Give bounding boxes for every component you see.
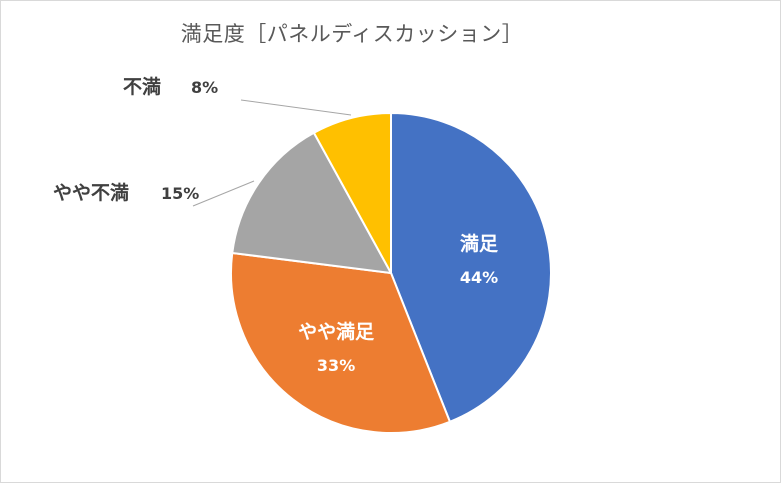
pie-slice-2 — [231, 131, 392, 274]
slice-value-1: 33% — [317, 356, 355, 375]
chart-title: 満足度［パネルディスカッション］ — [180, 22, 524, 46]
slice-label-2: やや不満 — [53, 182, 129, 204]
leader-line-3 — [240, 99, 352, 116]
pie-slice-3 — [312, 112, 392, 274]
slice-label-0: 満足 — [460, 233, 499, 255]
pie-slice-0 — [390, 112, 552, 423]
leader-line-2 — [192, 180, 255, 207]
slice-value-3: 8% — [191, 78, 218, 97]
pie-slice-1 — [230, 251, 451, 434]
slice-label-3: 不満 — [123, 76, 161, 98]
slice-value-2: 15% — [161, 184, 199, 203]
slice-value-0: 44% — [460, 268, 498, 287]
slice-label-1: やや満足 — [298, 321, 375, 343]
